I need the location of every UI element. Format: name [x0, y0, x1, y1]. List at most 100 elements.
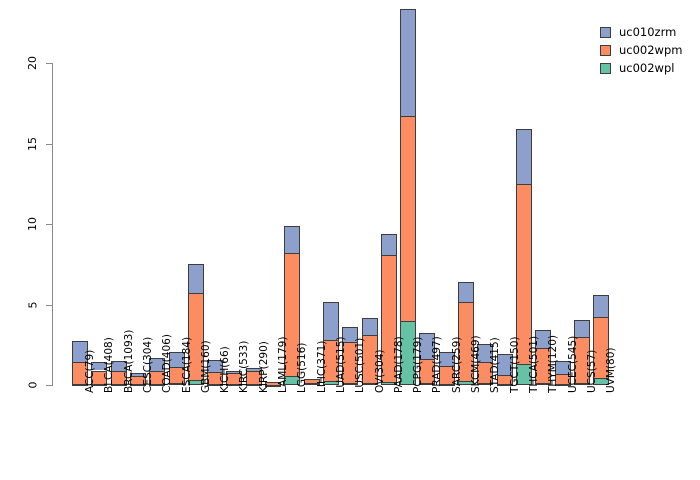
bar-segment [322, 380, 339, 385]
bar-segment [129, 372, 146, 377]
bar-segment [284, 225, 301, 253]
bar-segment [129, 384, 146, 387]
legend-item: uc010zrm [600, 26, 682, 39]
bar-group [265, 0, 281, 387]
x-tick-label: STAD(415) [489, 337, 502, 393]
y-tick-mark [46, 224, 53, 225]
x-tick-label: BRCA(1093) [122, 329, 135, 393]
legend-label: uc002wpl [619, 61, 675, 75]
bar-group [91, 0, 108, 387]
x-tick-label: LGG(516) [296, 342, 309, 393]
bar-group [361, 0, 378, 386]
bar-segment [303, 383, 320, 386]
bar-segment [573, 336, 590, 384]
x-tick-label: KICH(66) [219, 346, 232, 393]
bar-segment [535, 383, 552, 386]
x-tick-label: SKCM(469) [470, 335, 482, 393]
bar-group [419, 0, 436, 386]
y-tick-mark [46, 304, 53, 306]
bar-segment [342, 326, 359, 342]
bar-segment [419, 332, 436, 360]
bar-segment [110, 384, 127, 387]
bar-segment [419, 359, 436, 384]
bar-segment [226, 370, 243, 373]
bar-segment [496, 353, 513, 375]
x-tick-label: THCA(501) [527, 335, 540, 393]
bar-group [284, 0, 301, 385]
bar-segment [91, 384, 108, 387]
bar-group [187, 0, 204, 385]
bar-segment [342, 383, 359, 386]
x-tick-label: SARC(259) [450, 336, 463, 393]
bar-segment [458, 381, 474, 385]
bar-segment [226, 372, 243, 385]
x-tick-label: COAD(406) [161, 334, 174, 393]
legend-label: uc002wpm [619, 43, 683, 57]
x-tick-label: THYM(120) [547, 334, 560, 393]
bar-group [535, 0, 552, 386]
bar-segment [342, 342, 359, 384]
bar-segment [303, 378, 320, 380]
bar-segment [515, 183, 532, 365]
x-tick-label: UVM(80) [605, 347, 618, 393]
bar-segment [554, 383, 571, 386]
legend-label: uc010zrm [619, 25, 677, 39]
bar-segment [438, 383, 455, 386]
bar-group [303, 0, 320, 386]
bar-segment [535, 329, 552, 349]
bar-group [515, 0, 532, 385]
bar-segment [458, 301, 474, 382]
bar-segment [400, 9, 417, 117]
bar-segment [554, 361, 571, 375]
x-tick-label: LAML(179) [277, 336, 289, 393]
bar-segment [284, 252, 301, 377]
legend-swatch-icon [600, 27, 611, 38]
x-tick-label: PCPG(179) [412, 336, 425, 393]
y-tick-mark [46, 385, 53, 386]
bar-segment [265, 384, 281, 387]
bar-group [458, 0, 474, 385]
bar-segment [187, 264, 204, 294]
bar-group [342, 0, 359, 386]
legend-item: uc002wpm [600, 44, 682, 57]
bar-segment [245, 370, 262, 385]
x-tick-label: KIRP(290) [257, 341, 270, 393]
bar-segment [207, 383, 224, 386]
bar-group [207, 0, 224, 386]
bar-group [129, 0, 146, 387]
bar-segment [187, 293, 204, 381]
bar-segment [515, 129, 532, 184]
x-tick-label: PRAD(497) [431, 336, 444, 393]
x-tick-label: OV(304) [373, 349, 386, 394]
bar-segment [322, 302, 339, 340]
bar-segment [129, 376, 146, 385]
bar-segment [284, 376, 301, 385]
y-tick-mark [46, 63, 53, 64]
legend-swatch-icon [600, 63, 611, 74]
bar-segment [458, 281, 474, 302]
bar-segment [149, 357, 166, 371]
bar-group [72, 0, 88, 387]
bar-segment [207, 360, 224, 373]
legend-swatch-icon [600, 45, 611, 56]
x-tick-label: BLCA(408) [103, 337, 116, 393]
bar-segment [72, 384, 88, 387]
legend-item: uc002wpl [600, 62, 682, 75]
bar-segment [303, 379, 320, 384]
bar-group [496, 0, 513, 386]
bar-segment [573, 383, 590, 386]
bar-segment [245, 368, 262, 371]
bar-group [593, 0, 610, 385]
bar-group [438, 0, 455, 386]
x-tick-label: LIHC(371) [315, 340, 328, 393]
x-tick-label: ESCA(184) [180, 336, 193, 393]
bar-segment [187, 380, 204, 385]
bar-segment [477, 362, 494, 384]
bar-segment [72, 362, 88, 385]
bar-segment [149, 384, 166, 387]
y-tick-mark [46, 143, 53, 145]
bar-segment [361, 335, 378, 384]
bar-group [554, 0, 571, 386]
bar-segment [593, 294, 610, 317]
